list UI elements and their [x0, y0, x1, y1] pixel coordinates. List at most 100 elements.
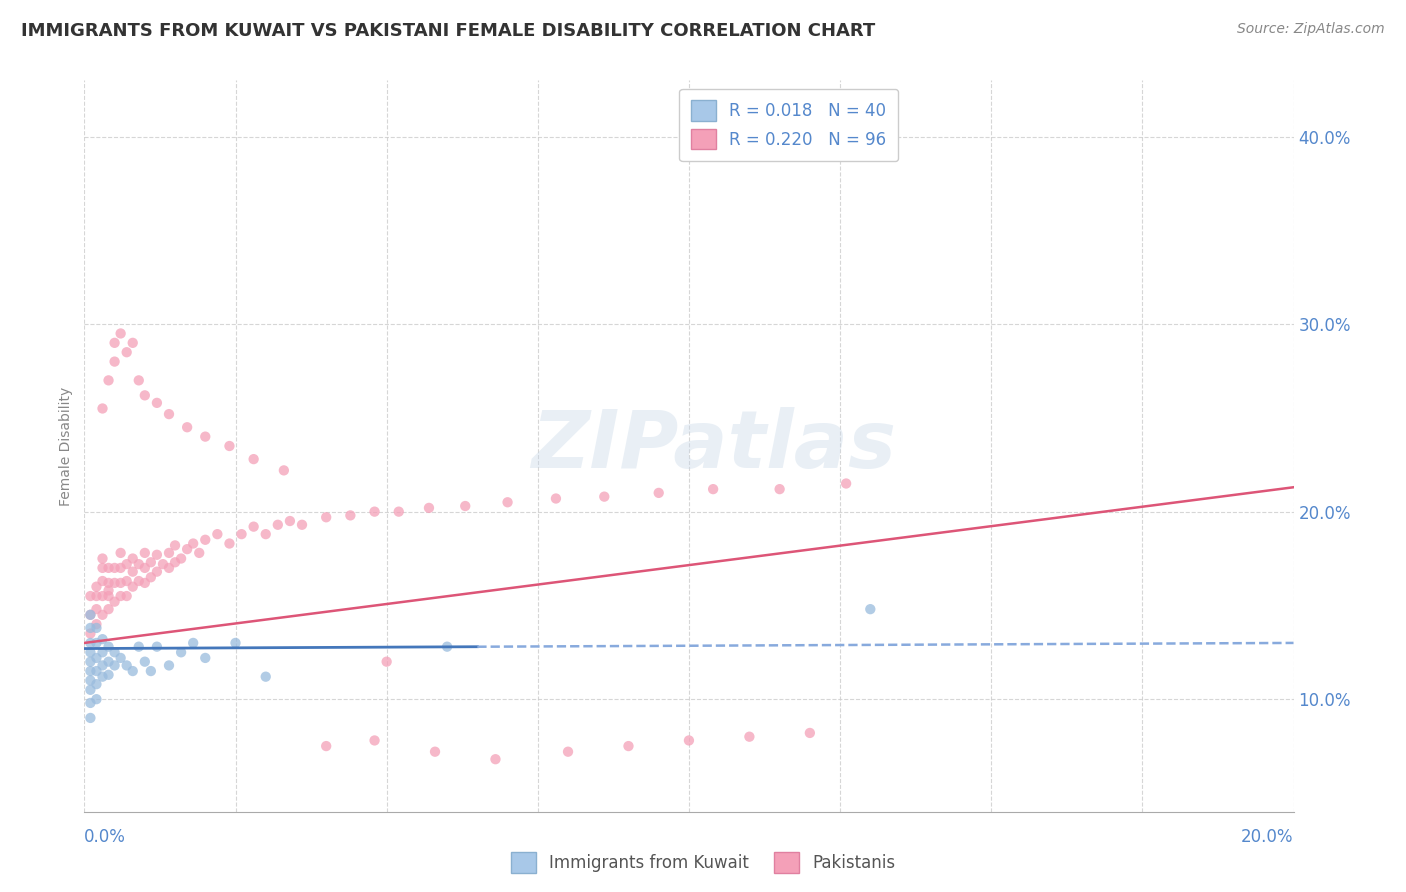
Point — [79, 645, 101, 659]
Point — [363, 505, 385, 519]
Point — [165, 538, 187, 552]
Point — [104, 658, 127, 673]
Point — [97, 589, 120, 603]
Point — [97, 602, 120, 616]
Legend: R = 0.018   N = 40, R = 0.220   N = 96: R = 0.018 N = 40, R = 0.220 N = 96 — [679, 88, 898, 161]
Point — [799, 726, 821, 740]
Point — [121, 664, 143, 678]
Point — [79, 682, 101, 697]
Point — [110, 589, 132, 603]
Point — [254, 527, 277, 541]
Point — [375, 655, 398, 669]
Point — [593, 490, 616, 504]
Point — [194, 533, 217, 547]
Point — [418, 500, 440, 515]
Point — [278, 514, 301, 528]
Point — [484, 752, 506, 766]
Point — [86, 602, 108, 616]
Text: IMMIGRANTS FROM KUWAIT VS PAKISTANI FEMALE DISABILITY CORRELATION CHART: IMMIGRANTS FROM KUWAIT VS PAKISTANI FEMA… — [21, 22, 876, 40]
Point — [91, 670, 114, 684]
Point — [454, 499, 477, 513]
Point — [146, 396, 169, 410]
Point — [128, 574, 150, 588]
Point — [97, 655, 120, 669]
Point — [181, 636, 204, 650]
Point — [339, 508, 361, 523]
Point — [648, 486, 671, 500]
Point — [242, 452, 264, 467]
Point — [121, 580, 143, 594]
Point — [79, 655, 101, 669]
Point — [128, 640, 150, 654]
Point — [557, 745, 579, 759]
Point — [231, 527, 253, 541]
Point — [254, 670, 277, 684]
Point — [291, 517, 314, 532]
Point — [97, 575, 120, 590]
Point — [115, 557, 138, 571]
Point — [110, 651, 132, 665]
Point — [134, 546, 156, 560]
Point — [79, 626, 101, 640]
Point — [157, 561, 180, 575]
Point — [79, 636, 101, 650]
Point — [436, 640, 458, 654]
Point — [617, 739, 640, 753]
Point — [121, 565, 143, 579]
Point — [104, 595, 127, 609]
Point — [91, 574, 114, 588]
Point — [115, 345, 138, 359]
Point — [121, 335, 143, 350]
Point — [176, 420, 198, 434]
Point — [86, 692, 108, 706]
Point — [218, 536, 240, 550]
Point — [91, 645, 114, 659]
Point — [91, 658, 114, 673]
Point — [86, 580, 108, 594]
Point — [363, 733, 385, 747]
Legend: Immigrants from Kuwait, Pakistanis: Immigrants from Kuwait, Pakistanis — [503, 846, 903, 880]
Point — [110, 546, 132, 560]
Point — [170, 551, 193, 566]
Point — [738, 730, 761, 744]
Point — [86, 664, 108, 678]
Point — [157, 546, 180, 560]
Point — [139, 570, 162, 584]
Point — [146, 548, 169, 562]
Point — [128, 373, 150, 387]
Point — [267, 517, 290, 532]
Point — [496, 495, 519, 509]
Point — [110, 561, 132, 575]
Point — [139, 664, 162, 678]
Point — [104, 645, 127, 659]
Point — [170, 645, 193, 659]
Point — [859, 602, 882, 616]
Point — [79, 607, 101, 622]
Point — [225, 636, 247, 650]
Point — [188, 546, 211, 560]
Point — [134, 655, 156, 669]
Point — [194, 651, 217, 665]
Point — [678, 733, 700, 747]
Point — [115, 589, 138, 603]
Point — [97, 668, 120, 682]
Point — [273, 463, 295, 477]
Point — [769, 482, 792, 496]
Point — [104, 354, 127, 368]
Text: Source: ZipAtlas.com: Source: ZipAtlas.com — [1237, 22, 1385, 37]
Point — [79, 621, 101, 635]
Point — [194, 429, 217, 443]
Point — [91, 632, 114, 647]
Point — [97, 561, 120, 575]
Point — [97, 583, 120, 598]
Text: 20.0%: 20.0% — [1241, 829, 1294, 847]
Point — [181, 536, 204, 550]
Point — [146, 640, 169, 654]
Point — [157, 407, 180, 421]
Point — [86, 621, 108, 635]
Point — [152, 557, 174, 571]
Point — [79, 589, 101, 603]
Point — [121, 551, 143, 566]
Point — [86, 677, 108, 691]
Point — [544, 491, 567, 506]
